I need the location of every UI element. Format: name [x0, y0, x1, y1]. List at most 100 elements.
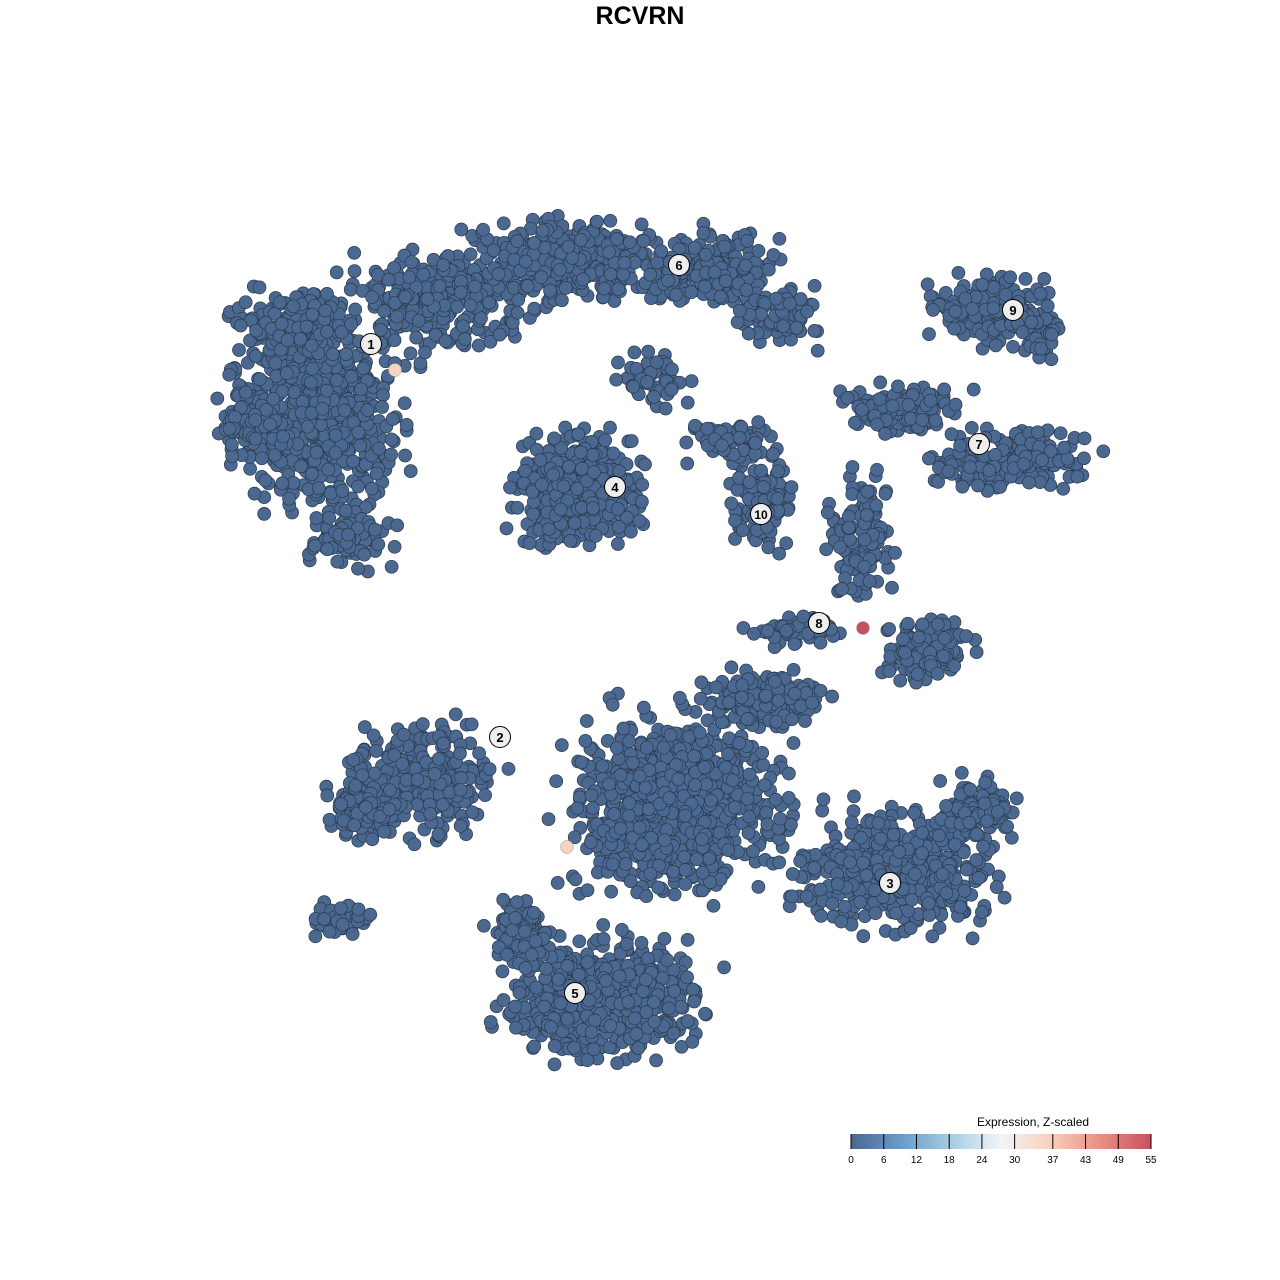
cell-point: [1022, 475, 1036, 490]
cell-point: [696, 226, 711, 241]
cell-point: [304, 338, 319, 353]
cell-point: [666, 864, 681, 879]
cell-point: [522, 536, 537, 551]
cell-point: [280, 333, 295, 348]
cell-point: [384, 432, 399, 447]
cell-point: [547, 431, 561, 446]
cell-point: [248, 431, 263, 446]
cell-point: [415, 717, 430, 731]
cell-point: [224, 437, 239, 452]
cell-point: [882, 664, 897, 678]
cell-point: [718, 274, 733, 288]
cell-point: [351, 425, 366, 440]
cell-point: [375, 400, 389, 414]
cell-point: [964, 420, 979, 435]
cell-point: [248, 413, 263, 428]
cell-point: [341, 527, 356, 542]
cell-point: [510, 500, 525, 515]
cell-point: [785, 712, 799, 727]
cell-point: [384, 559, 399, 574]
cell-point: [325, 347, 340, 362]
cell-point: [602, 777, 616, 792]
cell-point: [309, 445, 324, 460]
cell-point: [770, 491, 785, 506]
cell-point: [698, 247, 713, 262]
cell-point: [632, 820, 647, 835]
cell-point: [463, 298, 478, 313]
cell-point: [878, 427, 892, 441]
cell-point: [901, 398, 916, 412]
cell-point: [387, 333, 402, 348]
cell-point: [471, 338, 486, 353]
cell-point: [529, 426, 544, 441]
cell-point: [690, 852, 704, 867]
cell-point: [741, 326, 756, 341]
cell-point: [454, 222, 469, 237]
cell-point: [624, 434, 639, 448]
cell-point: [835, 582, 849, 596]
cell-point: [357, 547, 372, 562]
cell-point: [585, 448, 600, 462]
cell-point: [713, 289, 728, 304]
cell-point: [732, 303, 747, 318]
cell-point: [574, 233, 588, 247]
cell-point: [243, 461, 257, 476]
cell-point: [322, 510, 337, 525]
cell-point: [975, 277, 990, 292]
cell-point: [810, 343, 825, 358]
cell-point: [885, 399, 900, 414]
cell-point: [926, 303, 940, 317]
cell-point: [748, 436, 763, 450]
cell-point: [769, 291, 783, 306]
cell-point: [232, 343, 246, 357]
cell-point: [334, 325, 349, 339]
cell-point: [344, 317, 358, 332]
cell-point: [468, 279, 482, 294]
cell-point: [407, 837, 422, 852]
cell-point: [463, 247, 478, 262]
cell-point: [948, 304, 963, 319]
cell-point: [922, 451, 936, 466]
cell-point: [274, 342, 288, 357]
cell-point: [661, 273, 675, 288]
cell-point: [766, 447, 780, 461]
cell-point: [638, 780, 653, 795]
cell-point: [570, 801, 585, 816]
cell-point: [266, 392, 281, 406]
cell-point: [651, 880, 666, 895]
cell-point: [598, 433, 612, 448]
cell-point: [321, 462, 336, 477]
cell-point: [747, 626, 761, 641]
cell-point: [786, 662, 801, 677]
cell-point: [706, 898, 721, 913]
cell-point: [688, 778, 702, 793]
cell-point: [742, 475, 757, 489]
cell-point: [346, 454, 360, 469]
cell-point: [338, 503, 353, 518]
cell-point: [273, 295, 287, 310]
cell-point: [962, 460, 977, 475]
cell-point: [937, 631, 952, 645]
cell-point: [635, 494, 649, 509]
cell-point: [222, 367, 237, 382]
cell-point: [486, 243, 501, 258]
cell-point: [609, 741, 624, 755]
cell-point: [1024, 315, 1039, 329]
cell-point: [717, 239, 732, 254]
cell-point: [320, 286, 334, 301]
cell-point: [610, 501, 625, 516]
cell-point: [622, 796, 637, 810]
cell-point: [541, 812, 556, 826]
cell-point: [259, 402, 273, 417]
cell-point: [654, 244, 669, 259]
cell-point: [722, 695, 736, 710]
cell-point: [772, 855, 787, 870]
cell-point: [969, 645, 984, 660]
cell-point: [607, 807, 622, 821]
cell-point: [603, 420, 617, 435]
cell-point: [450, 299, 464, 314]
cell-point: [520, 279, 535, 293]
cell-point: [315, 401, 330, 416]
cell-point: [1096, 444, 1111, 459]
cell-point: [667, 887, 682, 902]
